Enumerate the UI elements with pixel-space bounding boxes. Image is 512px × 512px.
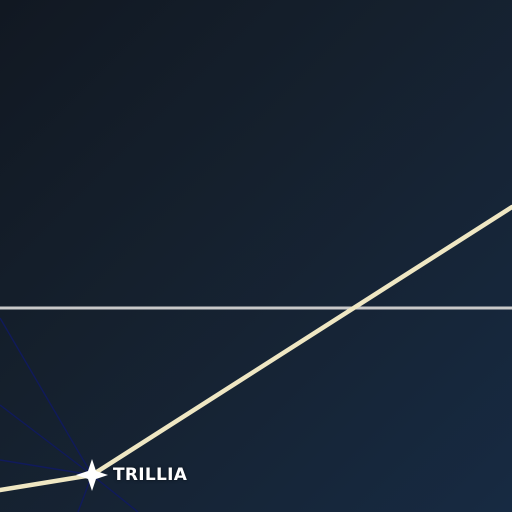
place-label-trillia[interactable]: TRILLIA (113, 465, 188, 485)
minor-road (0, 404, 93, 476)
four-point-star-icon[interactable] (76, 459, 108, 491)
minor-road (91, 474, 139, 512)
minor-roads (0, 317, 139, 512)
main-route-line[interactable] (0, 204, 512, 493)
minor-road (0, 317, 93, 476)
minor-road (0, 459, 93, 476)
